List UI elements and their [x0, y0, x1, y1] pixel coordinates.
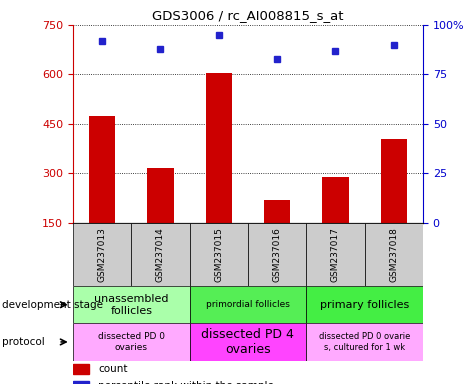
Bar [248, 223, 306, 286]
Title: GDS3006 / rc_AI008815_s_at: GDS3006 / rc_AI008815_s_at [152, 9, 344, 22]
Bar [73, 286, 189, 323]
Bar [381, 139, 407, 272]
Text: GSM237018: GSM237018 [389, 227, 398, 282]
Text: GSM237013: GSM237013 [98, 227, 107, 282]
Text: primordial follicles: primordial follicles [206, 300, 290, 309]
Bar [73, 323, 189, 361]
Bar [322, 177, 349, 272]
Bar [147, 168, 173, 272]
Bar [73, 223, 131, 286]
Text: development stage: development stage [2, 300, 103, 310]
Bar [189, 286, 306, 323]
Bar [89, 116, 115, 272]
Bar [264, 200, 290, 272]
Bar [306, 323, 423, 361]
Bar [73, 364, 89, 374]
Text: dissected PD 4
ovaries: dissected PD 4 ovaries [202, 328, 294, 356]
Text: percentile rank within the sample: percentile rank within the sample [98, 381, 274, 384]
Bar [131, 223, 189, 286]
Bar [205, 73, 232, 272]
Text: GSM237016: GSM237016 [273, 227, 282, 282]
Text: count: count [98, 364, 127, 374]
Text: GSM237014: GSM237014 [156, 227, 165, 282]
Bar [189, 323, 306, 361]
Text: unassembled
follicles: unassembled follicles [94, 294, 168, 316]
Text: GSM237017: GSM237017 [331, 227, 340, 282]
Text: primary follicles: primary follicles [320, 300, 409, 310]
Bar [306, 286, 423, 323]
Bar [73, 381, 89, 384]
Bar [365, 223, 423, 286]
Text: dissected PD 0 ovarie
s, cultured for 1 wk: dissected PD 0 ovarie s, cultured for 1 … [319, 332, 410, 352]
Bar [189, 223, 248, 286]
Text: GSM237015: GSM237015 [214, 227, 223, 282]
Text: dissected PD 0
ovaries: dissected PD 0 ovaries [98, 332, 164, 352]
Text: protocol: protocol [2, 337, 45, 347]
Bar [306, 223, 365, 286]
